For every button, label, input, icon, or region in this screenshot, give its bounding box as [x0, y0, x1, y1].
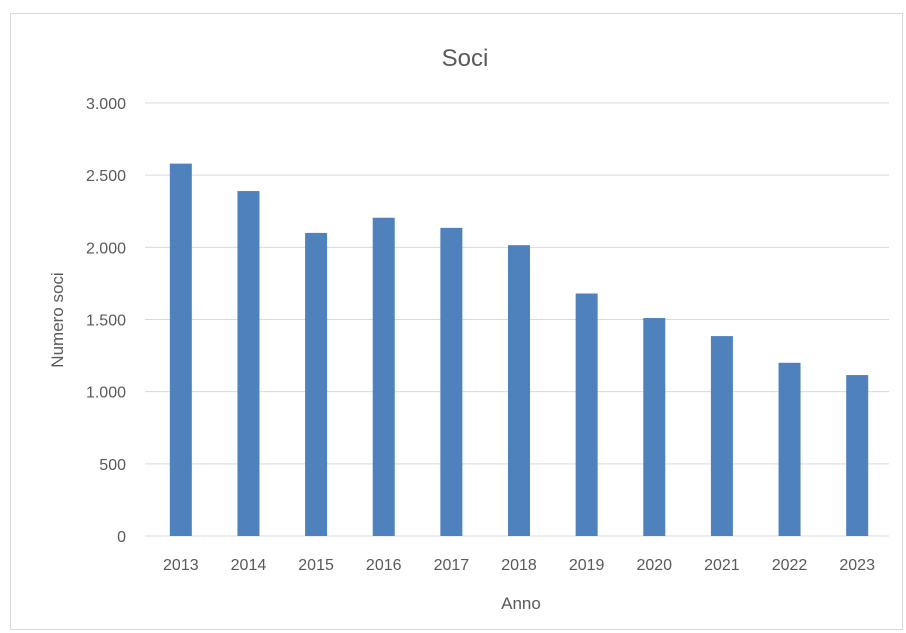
y-axis-title: Numero soci [48, 272, 67, 367]
x-tick-label: 2022 [772, 557, 808, 574]
bar-2020 [643, 318, 665, 536]
x-tick-label: 2017 [434, 557, 470, 574]
bar-2017 [440, 228, 462, 536]
y-tick-label: 500 [99, 457, 126, 474]
y-tick-label: 2.500 [86, 168, 126, 185]
x-tick-label: 2013 [163, 557, 199, 574]
x-axis-title: Anno [501, 594, 541, 613]
bar-2022 [779, 363, 801, 536]
x-tick-label: 2023 [839, 557, 875, 574]
y-tick-label: 1.000 [86, 385, 126, 402]
bar-2013 [170, 164, 192, 536]
y-axis-ticks: 0 500 1.000 1.500 2.000 2.500 3.000 [86, 96, 126, 546]
x-tick-label: 2020 [636, 557, 672, 574]
x-axis-ticks: 2013 2014 2015 2016 2017 2018 2019 2020 2021 2022… [163, 557, 875, 574]
y-tick-label: 2.000 [86, 240, 126, 257]
bar-2015 [305, 233, 327, 536]
y-tick-label: 0 [117, 529, 126, 546]
y-tick-label: 3.000 [86, 96, 126, 113]
bar-2019 [576, 294, 598, 536]
chart-title: Soci [442, 45, 489, 72]
bar-2018 [508, 245, 530, 536]
x-tick-label: 2015 [298, 557, 334, 574]
bar-2014 [237, 191, 259, 536]
x-tick-label: 2019 [569, 557, 605, 574]
y-tick-label: 1.500 [86, 313, 126, 330]
x-tick-label: 2016 [366, 557, 402, 574]
bar-2016 [373, 218, 395, 536]
bar-2023 [846, 375, 868, 536]
x-tick-label: 2021 [704, 557, 740, 574]
x-tick-label: 2014 [231, 557, 267, 574]
bar-2021 [711, 336, 733, 536]
x-tick-label: 2018 [501, 557, 537, 574]
bars [170, 164, 868, 536]
